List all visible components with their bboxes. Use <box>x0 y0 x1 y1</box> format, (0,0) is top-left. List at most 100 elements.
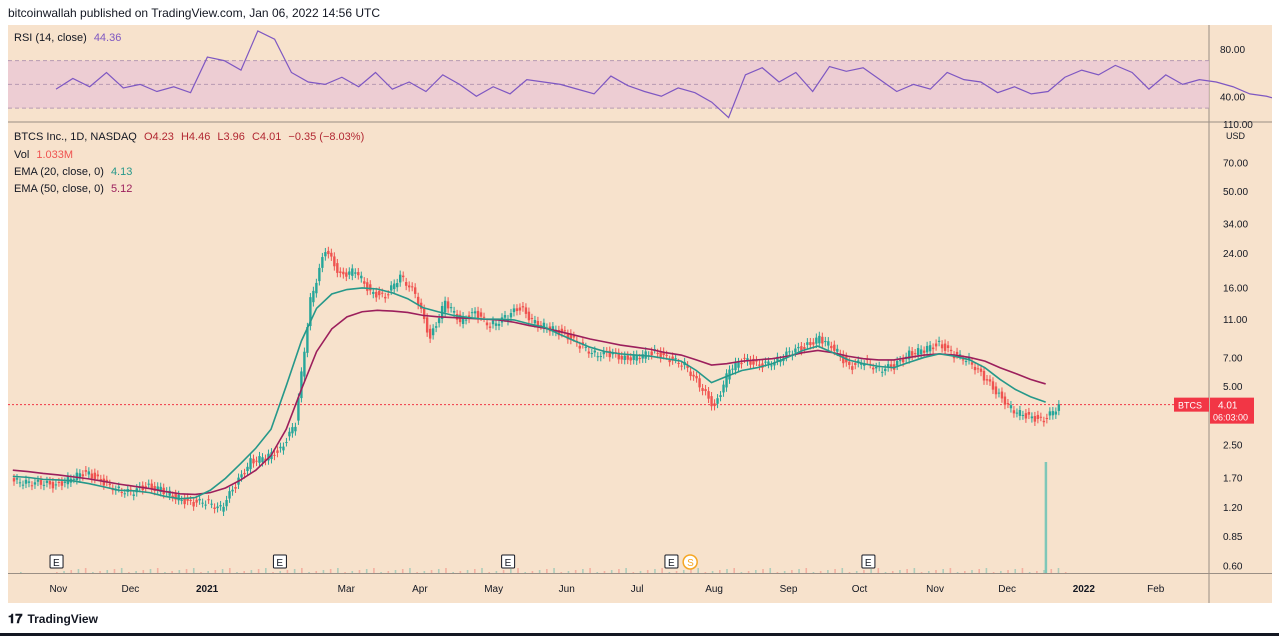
candle-body <box>399 274 402 283</box>
candle-body <box>638 358 641 360</box>
candle-body <box>994 386 998 395</box>
candle-body <box>309 297 312 327</box>
candle-body <box>889 364 893 368</box>
candle-body <box>563 330 567 332</box>
candle-body <box>749 360 752 365</box>
volume-bar <box>596 572 599 573</box>
candle-body <box>57 482 61 484</box>
candle-body <box>809 342 812 346</box>
earnings-marker-icon[interactable] <box>272 554 287 569</box>
volume-bar <box>812 572 815 573</box>
candle-body <box>680 365 683 367</box>
candle-body <box>725 373 728 388</box>
candle-body <box>147 483 150 485</box>
candle-body <box>455 314 459 320</box>
volume-bar <box>913 568 916 573</box>
footer-brand[interactable]: 𝟏𝟕 TradingView <box>8 611 98 627</box>
volume-bar <box>164 572 166 573</box>
candle-body <box>743 357 746 359</box>
earnings-marker-icon[interactable] <box>861 554 876 569</box>
candle-body <box>461 316 465 324</box>
candle-body <box>542 322 546 329</box>
candle-body <box>33 482 37 485</box>
candle-body <box>794 348 797 353</box>
candle-body <box>485 322 489 326</box>
volume-bar <box>783 571 786 573</box>
earnings-marker-label: E <box>276 558 283 569</box>
volume-spike-bar <box>1044 462 1048 573</box>
earnings-marker-icon[interactable] <box>501 554 516 569</box>
candle-body <box>96 474 100 477</box>
chart-frame[interactable]: 80.00 40.00 110.00 70.00 50.00 34.00 24.00 16.0… <box>8 25 1272 603</box>
candle-body <box>210 503 213 505</box>
price-axis-tick: 1.20 <box>1223 503 1243 514</box>
candle-body <box>446 301 450 309</box>
price-tag-value: 4.01 <box>1218 401 1238 412</box>
candle-body <box>363 281 366 284</box>
candle-body <box>668 359 671 363</box>
volume-bar <box>178 570 181 573</box>
candle-body <box>174 493 177 500</box>
earnings-marker-icon[interactable] <box>49 554 64 569</box>
volume-bar <box>373 568 375 573</box>
volume-bar <box>99 571 101 573</box>
candle-body <box>12 478 16 482</box>
candle-body <box>156 486 159 490</box>
candle-body <box>425 317 429 333</box>
candle-body <box>881 371 884 373</box>
volume-bar <box>207 571 209 573</box>
candle-body <box>521 306 525 308</box>
volume-bar <box>113 569 116 573</box>
candle-body <box>836 348 839 352</box>
volume-bar <box>293 569 296 573</box>
candle-body <box>222 506 225 512</box>
volume-bar <box>1028 572 1031 573</box>
time-axis-tick: Mar <box>338 584 356 595</box>
candle-body <box>321 257 324 268</box>
volume-bar <box>567 571 570 573</box>
candle-body <box>285 442 288 444</box>
candle-body <box>767 361 770 364</box>
volume-bar <box>870 569 872 573</box>
candle-body <box>1051 411 1055 416</box>
price-axis-tick: 70.00 <box>1223 158 1248 169</box>
candle-body <box>198 498 201 501</box>
volume-bar <box>430 570 433 573</box>
tradingview-logo-icon: 𝟏𝟕 <box>8 611 23 626</box>
candle-body <box>306 326 309 353</box>
candle-body <box>755 360 758 362</box>
volume-bar <box>445 568 447 573</box>
volume-bar <box>963 571 966 573</box>
candle-body <box>925 345 929 353</box>
ema50-value: 5.12 <box>110 183 133 195</box>
candle-body <box>785 351 788 357</box>
candle-body <box>219 505 222 507</box>
candle-body <box>407 285 411 288</box>
volume-bar <box>488 572 490 573</box>
candle-body <box>87 471 91 475</box>
candle-body <box>183 498 186 505</box>
candle-body <box>204 504 207 506</box>
candle-body <box>722 384 725 393</box>
volume-bar <box>1043 570 1045 573</box>
candle-body <box>958 354 962 356</box>
volume-bar <box>920 572 923 573</box>
candle-body <box>875 366 878 369</box>
time-axis-tick: 2022 <box>1073 584 1096 595</box>
candle-body <box>635 354 638 361</box>
volume-bar <box>156 568 159 573</box>
candle-body <box>985 379 989 381</box>
candle-body <box>434 326 438 328</box>
volume-bar <box>848 572 851 573</box>
price-chart[interactable]: 80.00 40.00 110.00 70.00 50.00 34.00 24.00 16.0… <box>8 25 1272 603</box>
volume-bar <box>365 569 368 573</box>
candle-body <box>42 484 46 486</box>
earnings-marker-label: E <box>53 558 60 569</box>
time-axis-tick: Aug <box>705 584 723 595</box>
candle-body <box>698 378 701 388</box>
earnings-marker-icon[interactable] <box>664 554 679 569</box>
candle-body <box>1054 411 1058 415</box>
volume-bar <box>863 570 865 573</box>
dividend-marker-icon[interactable] <box>682 554 698 570</box>
candle-body <box>336 263 339 273</box>
